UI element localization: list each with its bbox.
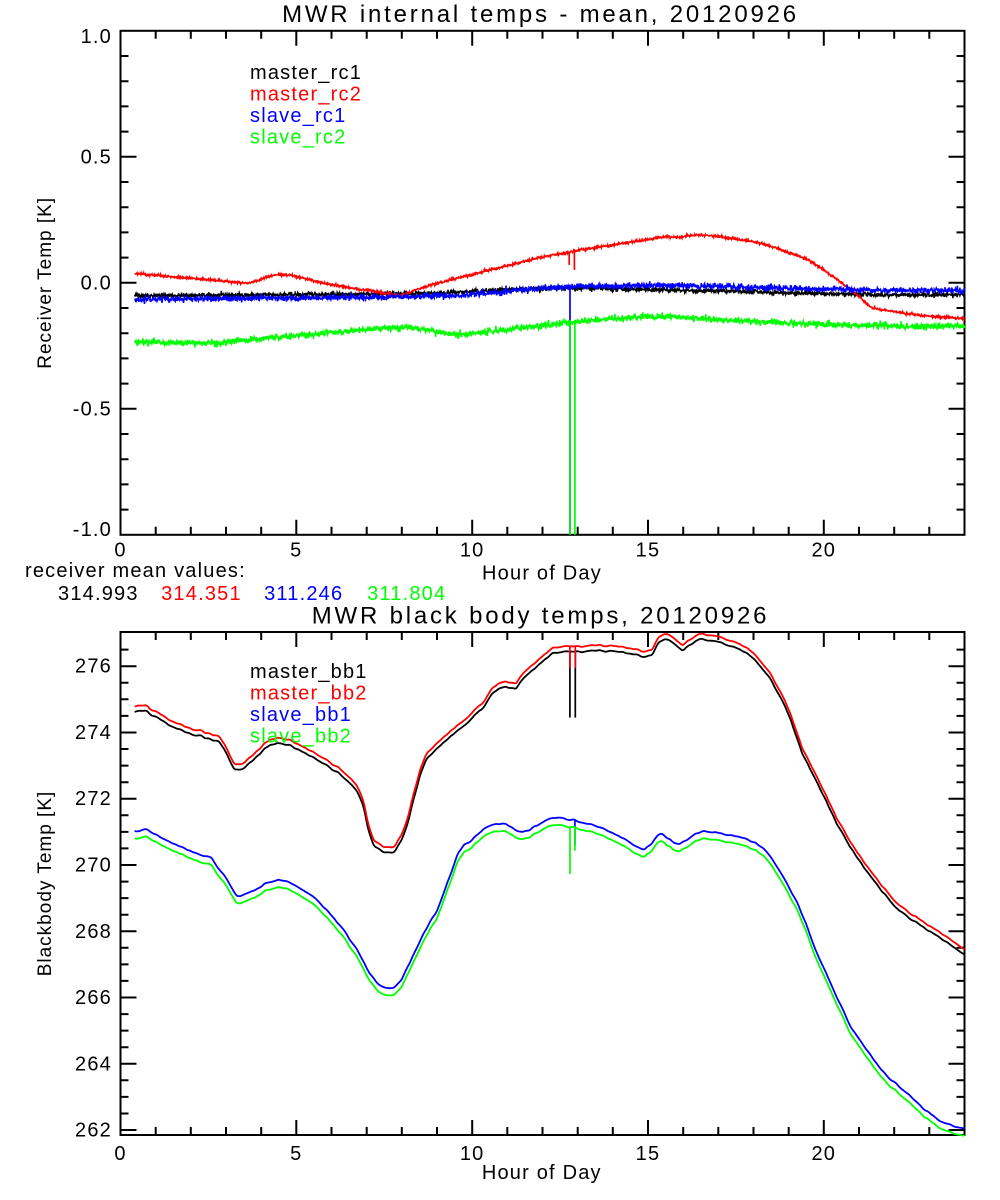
svg-text:5: 5: [290, 1143, 302, 1165]
svg-text:0.0: 0.0: [81, 272, 112, 294]
svg-text:5: 5: [290, 540, 302, 562]
svg-text:10: 10: [460, 540, 485, 562]
svg-text:slave_bb1: slave_bb1: [250, 704, 352, 726]
svg-text:0: 0: [114, 540, 126, 562]
svg-text:264: 264: [75, 1053, 112, 1075]
svg-text:272: 272: [75, 788, 112, 810]
svg-text:0: 0: [114, 1143, 126, 1165]
svg-text:311.246: 311.246: [264, 583, 343, 605]
svg-text:Receiver Temp [K]: Receiver Temp [K]: [35, 197, 56, 369]
svg-text:0.5: 0.5: [81, 146, 112, 168]
svg-text:-0.5: -0.5: [73, 398, 112, 420]
svg-text:Blackbody Temp [K]: Blackbody Temp [K]: [35, 791, 56, 977]
svg-text:MWR black body temps, 20120926: MWR black body temps, 20120926: [312, 603, 770, 630]
svg-text:slave_bb2: slave_bb2: [250, 726, 352, 748]
svg-text:Hour of Day: Hour of Day: [482, 563, 602, 585]
svg-text:20: 20: [811, 540, 836, 562]
svg-text:1.0: 1.0: [81, 26, 112, 48]
svg-text:Hour of Day: Hour of Day: [482, 1162, 602, 1184]
svg-text:274: 274: [75, 722, 112, 744]
svg-text:slave_rc2: slave_rc2: [250, 127, 346, 149]
svg-text:10: 10: [460, 1143, 485, 1165]
svg-text:15: 15: [636, 540, 661, 562]
svg-text:slave_rc1: slave_rc1: [250, 105, 346, 127]
svg-text:-1.0: -1.0: [73, 519, 112, 541]
svg-text:20: 20: [811, 1143, 836, 1165]
svg-text:276: 276: [75, 656, 112, 678]
svg-text:266: 266: [75, 987, 112, 1009]
svg-text:311.804: 311.804: [367, 583, 446, 605]
svg-text:master_rc1: master_rc1: [250, 62, 362, 84]
svg-text:314.351: 314.351: [161, 583, 242, 605]
svg-text:master_bb1: master_bb1: [250, 661, 368, 683]
svg-text:270: 270: [75, 855, 112, 877]
svg-text:receiver mean values:: receiver mean values:: [25, 560, 246, 582]
svg-text:262: 262: [75, 1120, 112, 1142]
svg-text:268: 268: [75, 921, 112, 943]
svg-text:master_rc2: master_rc2: [250, 84, 362, 106]
svg-text:15: 15: [636, 1143, 661, 1165]
svg-text:master_bb2: master_bb2: [250, 683, 368, 705]
svg-text:MWR internal temps - mean, 201: MWR internal temps - mean, 20120926: [282, 1, 799, 28]
svg-text:314.993: 314.993: [58, 583, 139, 605]
